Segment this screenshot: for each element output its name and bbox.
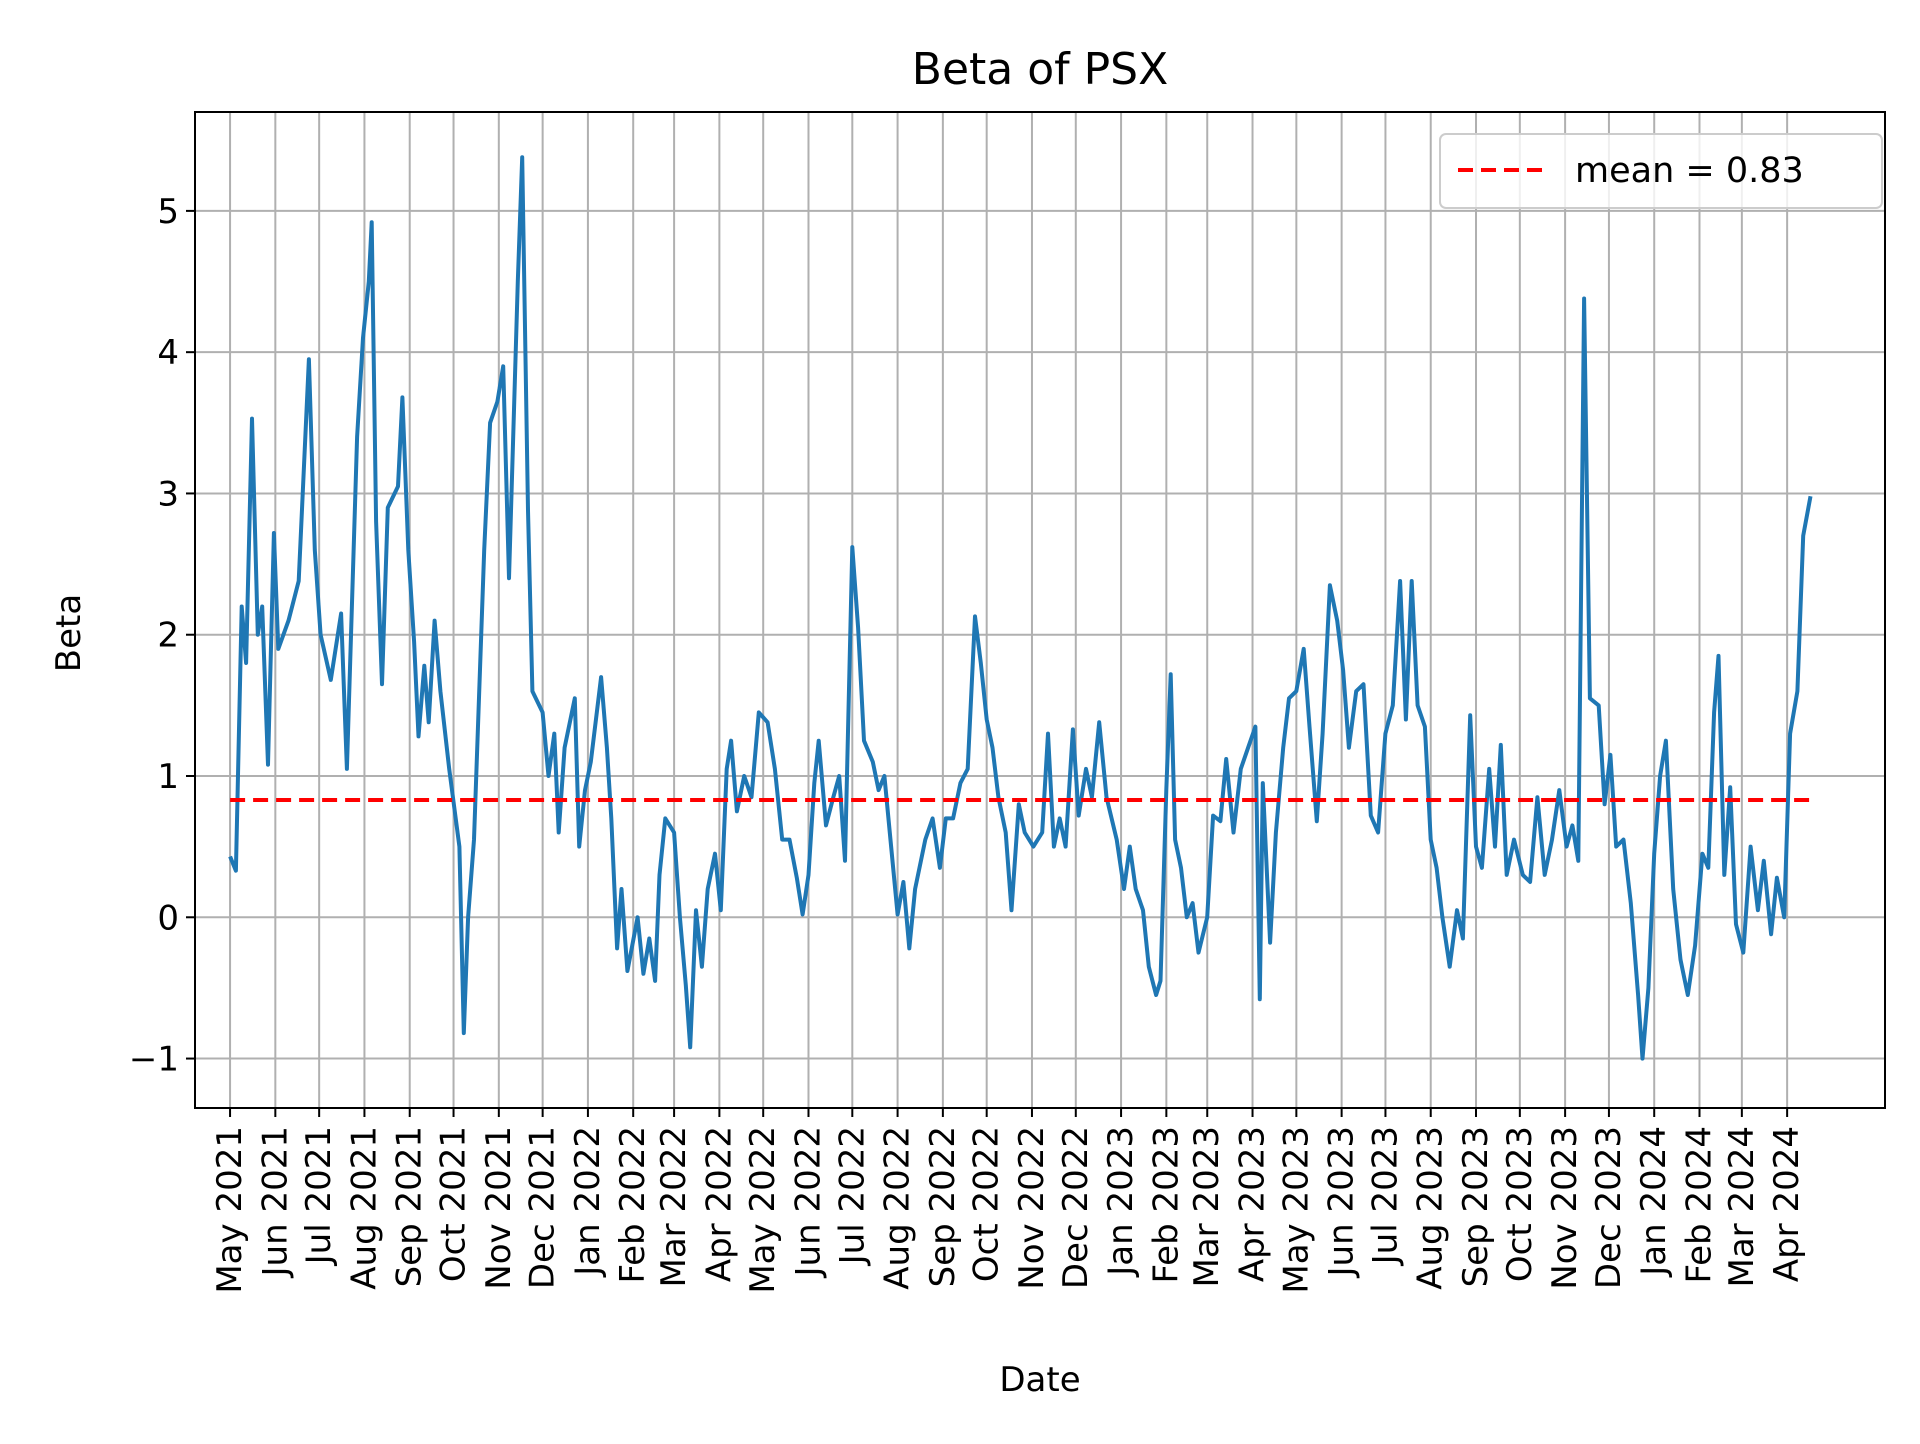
series-layer <box>228 155 1813 1061</box>
x-tick-label: Jul 2021 <box>299 1126 339 1266</box>
x-axis-ticks: May 2021 Jun 2021 Jul 2021 Aug 2021 Sep 2021… <box>210 1108 1807 1294</box>
x-tick-label: Jul 2022 <box>832 1126 872 1266</box>
x-tick-label: Jan 2022 <box>568 1126 608 1278</box>
x-tick-label: Oct 2022 <box>967 1126 1007 1282</box>
y-tick-label: 4 <box>157 333 179 373</box>
x-axis-label: Date <box>999 1360 1080 1400</box>
chart-title: Beta of PSX <box>912 44 1168 95</box>
x-tick-label: Oct 2021 <box>434 1126 474 1282</box>
x-tick-label: Jan 2023 <box>1101 1126 1141 1278</box>
beta-line <box>228 155 1813 1061</box>
x-tick-label: May 2023 <box>1276 1126 1316 1294</box>
x-tick-label: Oct 2023 <box>1500 1126 1540 1282</box>
y-tick-label: 3 <box>157 474 179 514</box>
x-tick-label: Jun 2022 <box>788 1126 828 1278</box>
x-tick-label: Sep 2022 <box>923 1126 963 1287</box>
x-tick-label: Nov 2021 <box>479 1126 519 1290</box>
x-tick-label: Apr 2024 <box>1767 1126 1807 1282</box>
x-tick-label: Dec 2022 <box>1056 1126 1096 1289</box>
legend-frame <box>1439 133 1883 209</box>
x-tick-label: Mar 2022 <box>654 1126 694 1287</box>
x-tick-label: Aug 2022 <box>878 1126 918 1290</box>
legend-label-mean: mean = 0.83 <box>1575 151 1804 191</box>
x-tick-label: Apr 2022 <box>699 1126 739 1282</box>
x-tick-label: Apr 2023 <box>1233 1126 1273 1282</box>
y-tick-label: 0 <box>157 898 179 938</box>
x-tick-label: Aug 2021 <box>344 1126 384 1290</box>
x-tick-label: Feb 2024 <box>1679 1126 1719 1284</box>
x-tick-label: Jul 2023 <box>1365 1126 1405 1266</box>
x-tick-label: May 2021 <box>210 1126 250 1294</box>
x-tick-label: Dec 2023 <box>1589 1126 1629 1289</box>
x-tick-label: Jun 2021 <box>255 1126 295 1278</box>
y-axis-ticks: −1 0 1 2 3 4 5 <box>129 192 195 1080</box>
axes-frame <box>194 111 1886 1109</box>
y-tick-label: −1 <box>129 1040 179 1080</box>
x-tick-label: Sep 2023 <box>1456 1126 1496 1287</box>
legend: mean = 0.83 <box>1439 133 1883 209</box>
x-tick-label: Dec 2021 <box>523 1126 563 1289</box>
x-tick-label: Sep 2021 <box>390 1126 430 1287</box>
x-tick-label: Mar 2024 <box>1722 1126 1762 1287</box>
y-tick-label: 2 <box>157 616 179 656</box>
x-tick-label: Nov 2022 <box>1012 1126 1052 1290</box>
y-tick-label: 1 <box>157 757 179 797</box>
x-tick-label: Aug 2023 <box>1411 1126 1451 1290</box>
x-tick-label: May 2022 <box>743 1126 783 1294</box>
x-tick-label: Mar 2023 <box>1187 1126 1227 1287</box>
x-tick-label: Feb 2022 <box>613 1126 653 1284</box>
x-tick-label: Jun 2023 <box>1322 1126 1362 1278</box>
x-tick-label: Nov 2023 <box>1545 1126 1585 1290</box>
y-axis-label: Beta <box>49 594 89 672</box>
x-tick-label: Feb 2023 <box>1146 1126 1186 1284</box>
y-tick-label: 5 <box>157 192 179 232</box>
x-tick-label: Jan 2024 <box>1634 1126 1674 1278</box>
